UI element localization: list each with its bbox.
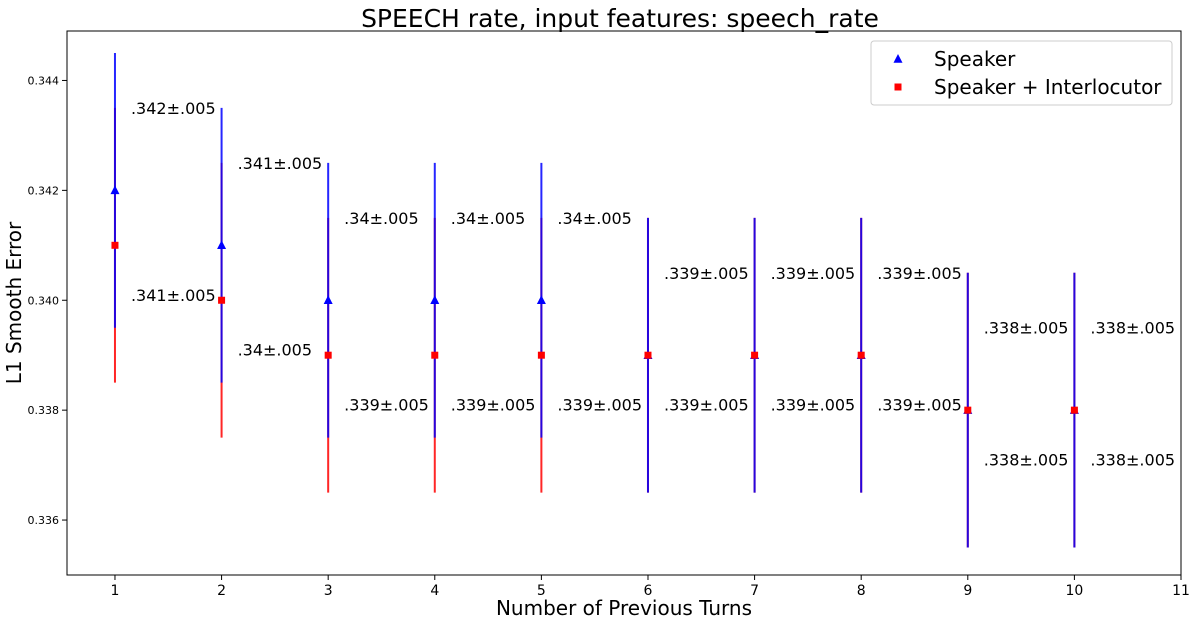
speaker-value-label: .339±.005 [664,264,749,283]
speaker-value-label: .338±.005 [984,319,1069,338]
x-tick-label: 7 [750,583,759,599]
speaker-point [110,185,120,195]
x-tick-label: 3 [324,583,333,599]
x-tick-label: 8 [857,583,866,599]
y-tick-label: 0.344 [28,74,60,87]
speaker-interlocutor-value-label: .339±.005 [451,396,536,415]
speaker-point [323,295,333,305]
y-tick-label: 0.336 [28,514,60,527]
speaker-interlocutor-point [644,351,652,359]
speaker-point [536,295,546,305]
plot-area: 1 2 3 4 5 6 7 8 9 10 11 0.336 0.338 0.340 0.342 0.344 .3… [28,52,1190,599]
legend-speaker-marker [893,54,903,63]
speaker-interlocutor-value-label: .338±.005 [1090,451,1175,470]
legend-box [870,40,1173,106]
speaker-value-label: .339±.005 [877,264,962,283]
legend-speaker-label: Speaker [934,47,1016,71]
chart-title: SPEECH rate, input features: speech_rate [361,4,879,33]
y-tick-label: 0.342 [28,184,60,197]
speaker-interlocutor-point [964,406,972,414]
speaker-interlocutor-point [218,296,226,304]
speaker-value-label: .341±.005 [238,154,323,173]
speaker-interlocutor-value-label: .339±.005 [557,396,642,415]
speaker-value-label: .34±.005 [557,209,631,228]
x-tick-label: 10 [1065,583,1083,599]
speaker-interlocutor-value-label: .341±.005 [131,286,216,305]
speaker-interlocutor-point [431,351,439,359]
y-tick-label: 0.340 [28,294,60,307]
x-tick-label: 11 [1172,583,1190,599]
speaker-interlocutor-point [537,351,545,359]
speaker-value-label: .34±.005 [344,209,418,228]
y-tick-label: 0.338 [28,404,60,417]
speaker-interlocutor-value-label: .339±.005 [877,396,962,415]
x-tick-label: 5 [537,583,546,599]
legend-speaker-interlocutor-marker [894,83,902,91]
x-tick-label: 4 [430,583,439,599]
speaker-interlocutor-value-label: .338±.005 [984,451,1069,470]
speaker-interlocutor-value-label: .34±.005 [238,341,312,360]
speaker-point [217,240,227,250]
y-axis-label: L1 Smooth Error [2,221,26,384]
x-tick-label: 2 [217,583,226,599]
speaker-interlocutor-point [857,351,865,359]
speaker-interlocutor-point [751,351,759,359]
speaker-value-label: .339±.005 [771,264,856,283]
x-tick-label: 6 [644,583,653,599]
speaker-value-label: .34±.005 [451,209,525,228]
speaker-interlocutor-value-label: .339±.005 [771,396,856,415]
speaker-value-label: .342±.005 [131,99,216,118]
speaker-point [430,295,440,305]
plot-frame [66,30,1182,576]
speaker-interlocutor-value-label: .339±.005 [344,396,429,415]
x-axis-label: Number of Previous Turns [496,596,752,620]
speaker-interlocutor-value-label: .339±.005 [664,396,749,415]
speaker-interlocutor-point [324,351,332,359]
x-tick-label: 1 [111,583,120,599]
speaker-value-label: .338±.005 [1090,319,1175,338]
legend: Speaker Speaker + Interlocutor [870,40,1173,106]
x-tick-label: 9 [963,583,972,599]
legend-speaker-interlocutor-label: Speaker + Interlocutor [934,75,1162,99]
speaker-interlocutor-point [111,241,119,249]
speaker-interlocutor-point [1070,406,1078,414]
